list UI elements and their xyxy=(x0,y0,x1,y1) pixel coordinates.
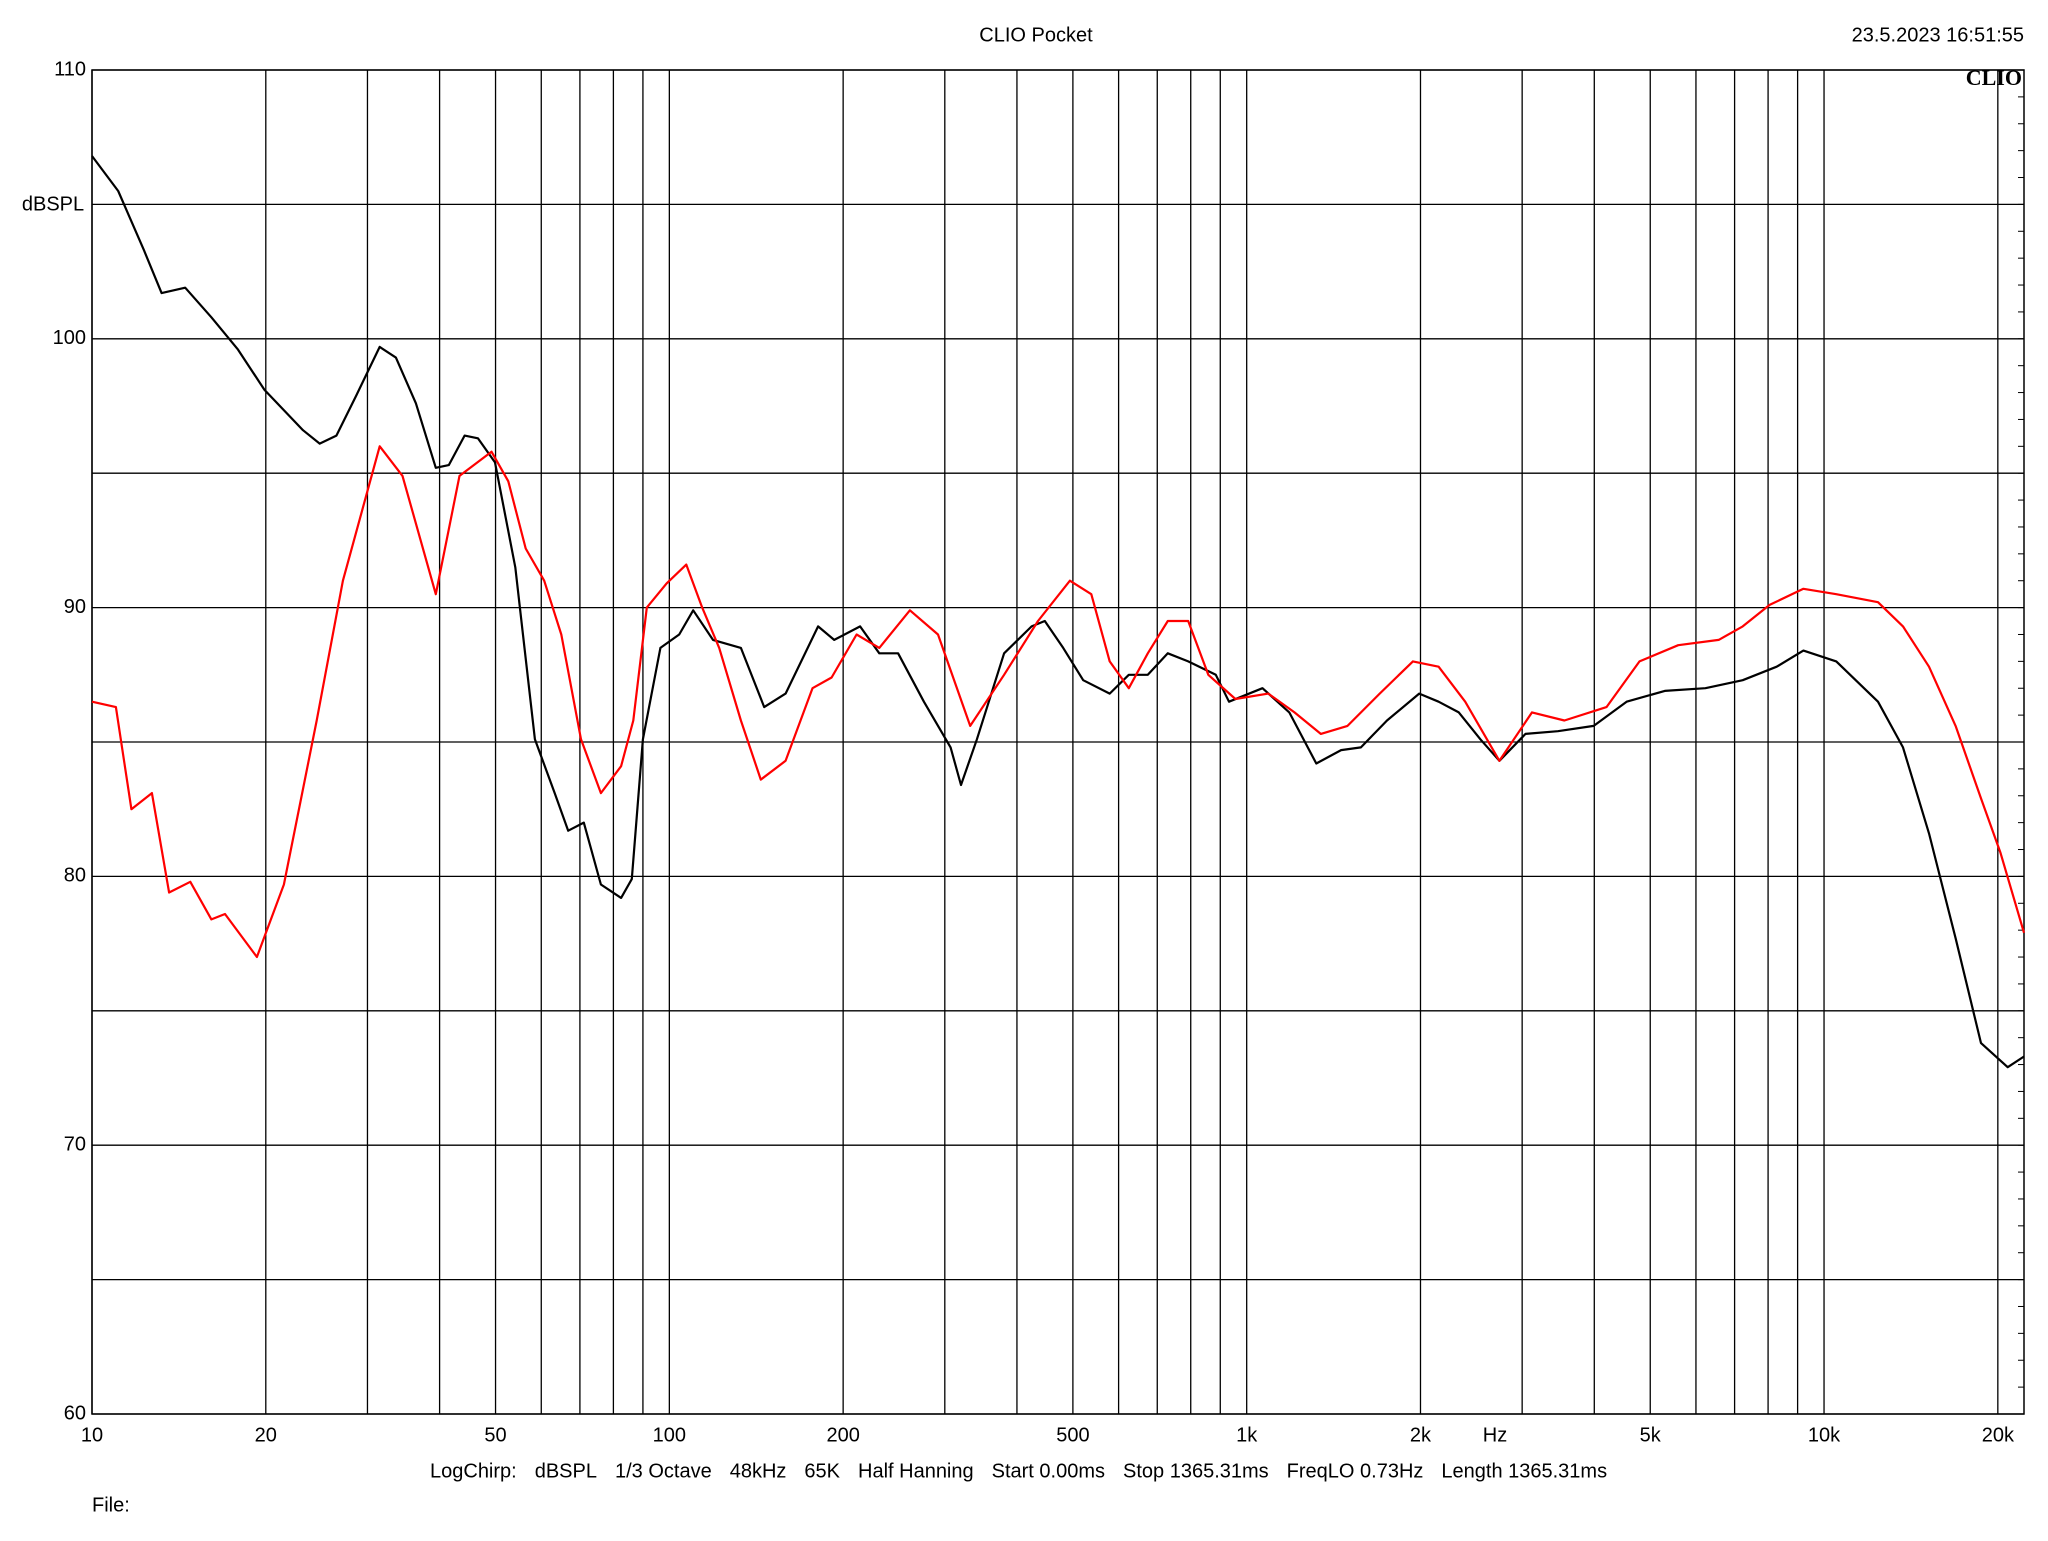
footer-item: Stop 1365.31ms xyxy=(1123,1460,1269,1482)
series-line xyxy=(91,155,2025,1069)
plot-frame xyxy=(91,69,2025,1415)
x-tick-label: 2k xyxy=(1410,1424,1432,1446)
x-tick-label: 200 xyxy=(826,1424,859,1446)
y-tick-label: 100 xyxy=(53,327,86,349)
footer-item: dBSPL xyxy=(535,1460,597,1482)
timestamp: 23.5.2023 16:51:55 xyxy=(1852,24,2024,46)
footer-item: Length 1365.31ms xyxy=(1441,1460,1607,1482)
x-tick-label: 1k xyxy=(1236,1424,1258,1446)
x-unit-label: Hz xyxy=(1483,1424,1507,1446)
y-tick-label: 110 xyxy=(54,58,86,80)
footer: LogChirp: dBSPL 1/3 Octave 48kHz 65K Half Han… xyxy=(430,1460,1607,1482)
footer-item: Start 0.00ms xyxy=(992,1460,1105,1482)
series-line xyxy=(91,445,2026,959)
y-tick-label: 90 xyxy=(64,596,86,618)
x-tick-label: 20k xyxy=(1982,1424,2015,1446)
x-tick-label: 10k xyxy=(1808,1424,1841,1446)
y-axis-label: dBSPL xyxy=(22,193,84,215)
footer-item: 1/3 Octave xyxy=(615,1460,712,1482)
logo: CLIO xyxy=(1966,65,2022,90)
x-tick-label: 100 xyxy=(653,1424,686,1446)
footer-item: 65K xyxy=(804,1460,840,1482)
y-tick-label: 70 xyxy=(64,1133,86,1155)
x-tick-label: 5k xyxy=(1640,1424,1662,1446)
footer-item: FreqLO 0.73Hz xyxy=(1287,1460,1424,1482)
footer-item: Half Hanning xyxy=(858,1460,974,1482)
y-tick-label: 80 xyxy=(64,865,86,887)
footer-item: 48kHz xyxy=(730,1460,787,1482)
x-tick-label: 500 xyxy=(1056,1424,1089,1446)
x-tick-label: 10 xyxy=(81,1424,103,1446)
chart-title: CLIO Pocket xyxy=(979,24,1093,46)
x-tick-label: 20 xyxy=(255,1424,277,1446)
x-tick-label: 50 xyxy=(484,1424,506,1446)
footer-item: LogChirp: xyxy=(430,1460,517,1482)
y-tick-label: 60 xyxy=(64,1402,86,1424)
file-label: File: xyxy=(92,1494,130,1516)
